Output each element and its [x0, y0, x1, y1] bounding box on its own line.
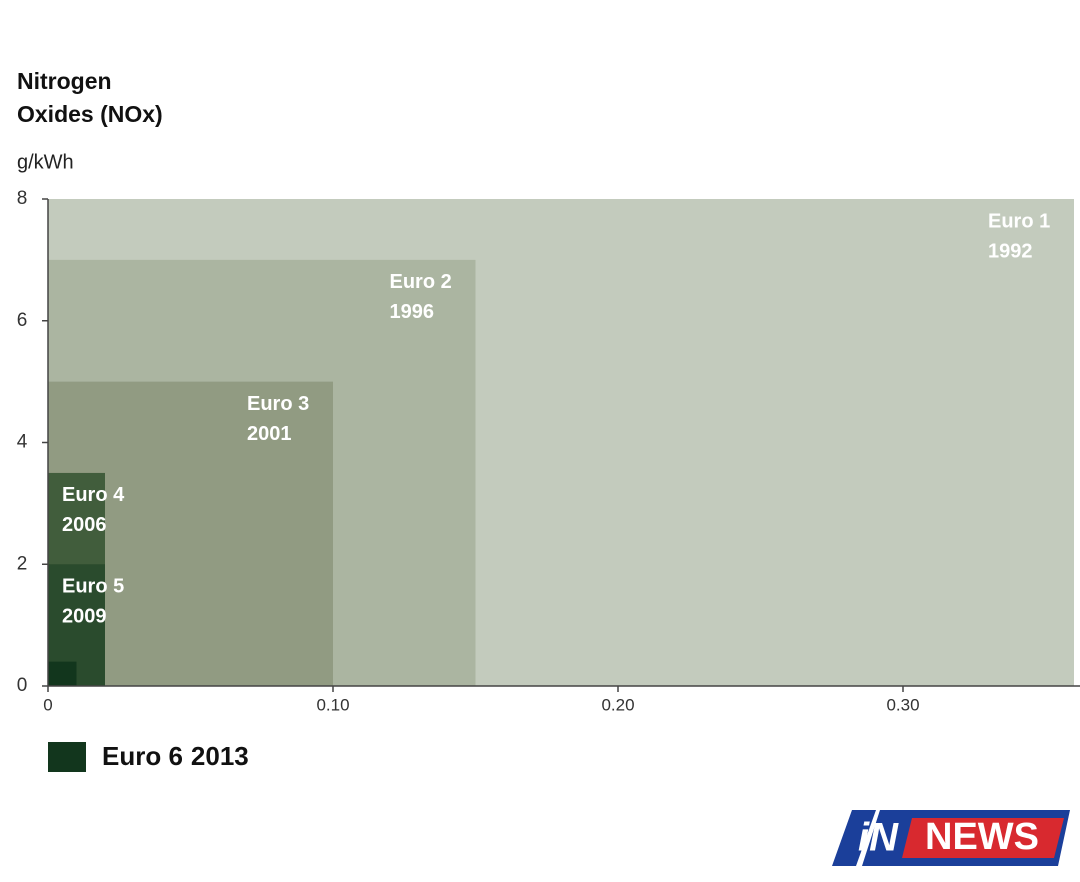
y-tick-label: 8: [17, 188, 28, 209]
y-tick-label: 0: [17, 675, 28, 696]
legend-name: Euro 6: [102, 741, 183, 771]
chart-title: Oxides (NOx): [17, 101, 163, 127]
y-tick-label: 6: [17, 310, 28, 331]
plot-area: [48, 199, 1074, 686]
series-year: 2006: [62, 514, 107, 536]
x-tick-label: 0: [43, 695, 52, 714]
y-tick-label: 4: [17, 432, 28, 453]
x-tick-label: 0.20: [601, 695, 634, 714]
logo-mark: iN: [858, 816, 899, 860]
series-year: 1992: [988, 240, 1033, 262]
logo-shape: [902, 818, 1064, 858]
series-year: 2001: [247, 423, 292, 445]
series-label: Euro 3: [247, 393, 309, 415]
x-tick-label: 0.30: [886, 695, 919, 714]
series-year: 2009: [62, 606, 107, 628]
series-label: Euro 4: [62, 484, 125, 506]
legend-swatch: [48, 742, 86, 772]
series-label: Euro 1: [988, 210, 1050, 232]
logo: iN NEWS: [832, 810, 1070, 866]
series-label: Euro 5: [62, 576, 124, 598]
legend-year: 2013: [191, 741, 249, 771]
series-label: Euro 2: [390, 271, 452, 293]
logo-shape: [832, 810, 876, 866]
series-year: 1996: [390, 301, 435, 323]
y-tick-label: 2: [17, 553, 28, 574]
emission-limit-box: [48, 661, 77, 686]
logo-word: NEWS: [925, 816, 1039, 858]
x-tick-label: 0.10: [316, 695, 349, 714]
chart-title: Nitrogen: [17, 68, 112, 94]
legend-entry: Euro 6 2013: [102, 741, 249, 771]
y-axis-unit: g/kWh: [17, 151, 74, 173]
